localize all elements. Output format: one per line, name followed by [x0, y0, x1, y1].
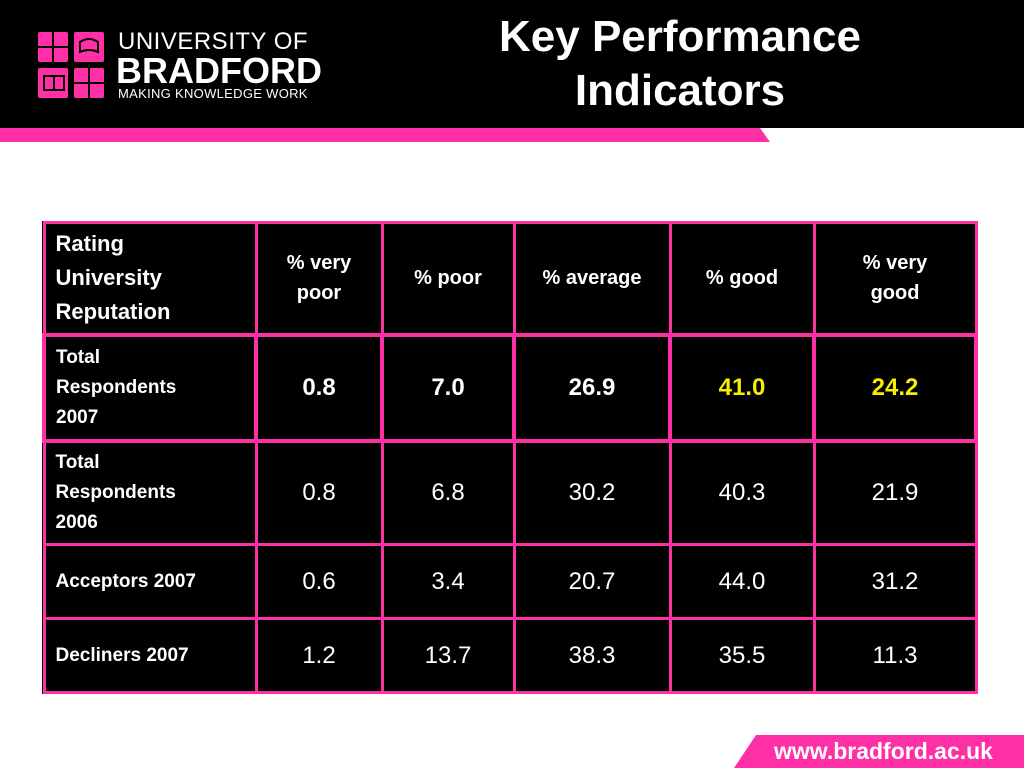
header-very-good: % very good [812, 221, 978, 336]
header-good: % good [668, 221, 816, 336]
value-cell: 13.7 [380, 617, 516, 694]
footer-url-link[interactable]: www.bradford.ac.uk [774, 738, 993, 764]
header-line: % good [705, 267, 779, 290]
kpi-table: Rating University Reputation % very poor… [42, 221, 978, 694]
value-cell: 11.3 [812, 617, 978, 694]
header-very-poor: % very poor [254, 221, 384, 336]
header-line: % average [542, 267, 642, 290]
value-cell: 0.6 [254, 543, 384, 620]
header-corner-line: University [55, 265, 162, 291]
value-cell: 7.0 [380, 332, 516, 443]
row-label: Decliners 2007 [42, 617, 258, 694]
header-line: % poor [414, 267, 482, 290]
row-label-line: 2006 [55, 511, 98, 533]
header-line: % very [862, 252, 928, 275]
value-cell: 30.2 [512, 439, 672, 546]
table-row: Decliners 2007 1.2 13.7 38.3 35.5 11.3 [42, 617, 978, 694]
pink-stripe [0, 128, 1024, 142]
value-cell: 0.8 [254, 439, 384, 546]
row-label-line: Acceptors 2007 [55, 570, 196, 592]
row-label-line: Total [55, 451, 100, 473]
table-row: Acceptors 2007 0.6 3.4 20.7 44.0 31.2 [42, 543, 978, 620]
header-average: % average [512, 221, 672, 336]
slide-title-line1: Key Performance [499, 12, 861, 61]
row-label: Total Respondents 2007 [42, 332, 258, 443]
university-crest-icon [36, 30, 106, 100]
value-cell: 31.2 [812, 543, 978, 620]
header-line: % very [286, 252, 352, 275]
row-label-line: Total [56, 346, 100, 368]
header-corner-line: Rating [55, 231, 124, 257]
logo-university-of: UNIVERSITY OF [118, 28, 309, 55]
row-label-line: Respondents [55, 481, 176, 503]
row-label-line: Respondents [56, 376, 177, 398]
row-label: Total Respondents 2006 [42, 439, 258, 546]
header-bar [0, 0, 1024, 128]
university-logo: UNIVERSITY OF BRADFORD MAKING KNOWLEDGE … [36, 28, 326, 102]
header-corner-line: Reputation [55, 299, 171, 325]
value-cell: 3.4 [380, 543, 516, 620]
footer-url-banner: www.bradford.ac.uk [734, 735, 1024, 768]
value-cell: 6.8 [380, 439, 516, 546]
logo-bradford: BRADFORD [116, 50, 322, 91]
row-label: Acceptors 2007 [42, 543, 258, 620]
table-header-row: Rating University Reputation % very poor… [42, 221, 978, 336]
header-poor: % poor [380, 221, 516, 336]
header-line: good [870, 282, 920, 305]
row-label-line: 2007 [56, 406, 99, 428]
value-cell: 35.5 [668, 617, 816, 694]
slide-title-line2: Indicators [574, 66, 786, 115]
value-cell-highlighted: 41.0 [668, 332, 816, 443]
slide-title: Key Performance Indicators [420, 10, 940, 118]
row-label-line: Decliners 2007 [55, 644, 189, 666]
table-row: Total Respondents 2006 0.8 6.8 30.2 40.3… [42, 439, 978, 546]
value-cell: 20.7 [512, 543, 672, 620]
value-cell: 44.0 [668, 543, 816, 620]
value-cell: 1.2 [254, 617, 384, 694]
value-cell: 40.3 [668, 439, 816, 546]
value-cell: 0.8 [254, 332, 384, 443]
logo-tagline: MAKING KNOWLEDGE WORK [118, 86, 308, 101]
value-cell-highlighted: 24.2 [812, 332, 978, 443]
value-cell: 21.9 [812, 439, 978, 546]
table-row: Total Respondents 2007 0.8 7.0 26.9 41.0… [42, 332, 978, 443]
header-corner-cell: Rating University Reputation [42, 221, 258, 336]
value-cell: 38.3 [512, 617, 672, 694]
value-cell: 26.9 [512, 332, 672, 443]
header-line: poor [296, 282, 342, 305]
